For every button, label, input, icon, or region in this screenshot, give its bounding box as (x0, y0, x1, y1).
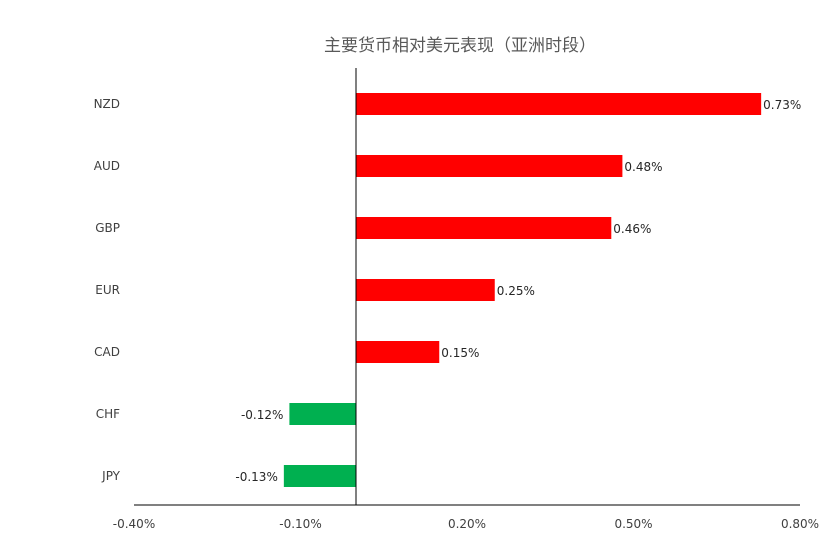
bar-gbp (356, 217, 612, 239)
data-label-nzd: 0.73% (763, 98, 801, 112)
category-label-eur: EUR (95, 283, 120, 297)
bar-chf (289, 403, 356, 425)
bar-cad (356, 341, 440, 363)
x-tick-label: 0.80% (781, 517, 819, 531)
category-label-gbp: GBP (95, 221, 120, 235)
data-label-eur: 0.25% (497, 284, 535, 298)
category-labels: NZD AUD GBP EUR CAD CHF JPY (94, 97, 121, 483)
x-tick-labels: -0.40% -0.10% 0.20% 0.50% 0.80% (113, 517, 819, 531)
data-label-gbp: 0.46% (613, 222, 651, 236)
bars-group (283, 93, 762, 487)
category-label-aud: AUD (94, 159, 120, 173)
bar-jpy (283, 465, 356, 487)
bar-eur (356, 279, 495, 301)
x-tick-label: 0.50% (614, 517, 652, 531)
category-label-chf: CHF (96, 407, 120, 421)
category-label-cad: CAD (94, 345, 120, 359)
chart-title: 主要货币相对美元表现（亚洲时段） (324, 36, 596, 56)
bar-aud (356, 155, 623, 177)
x-tick-label: -0.40% (113, 517, 155, 531)
category-label-jpy: JPY (101, 469, 121, 483)
data-labels: 0.73% 0.48% 0.46% 0.25% 0.15% -0.12% -0.13% (235, 98, 801, 484)
x-tick-label: 0.20% (448, 517, 486, 531)
category-label-nzd: NZD (94, 97, 120, 111)
data-label-jpy: -0.13% (235, 470, 277, 484)
bar-nzd (356, 93, 762, 115)
data-label-aud: 0.48% (624, 160, 662, 174)
x-tick-label: -0.10% (279, 517, 321, 531)
data-label-cad: 0.15% (441, 346, 479, 360)
data-label-chf: -0.12% (241, 408, 283, 422)
